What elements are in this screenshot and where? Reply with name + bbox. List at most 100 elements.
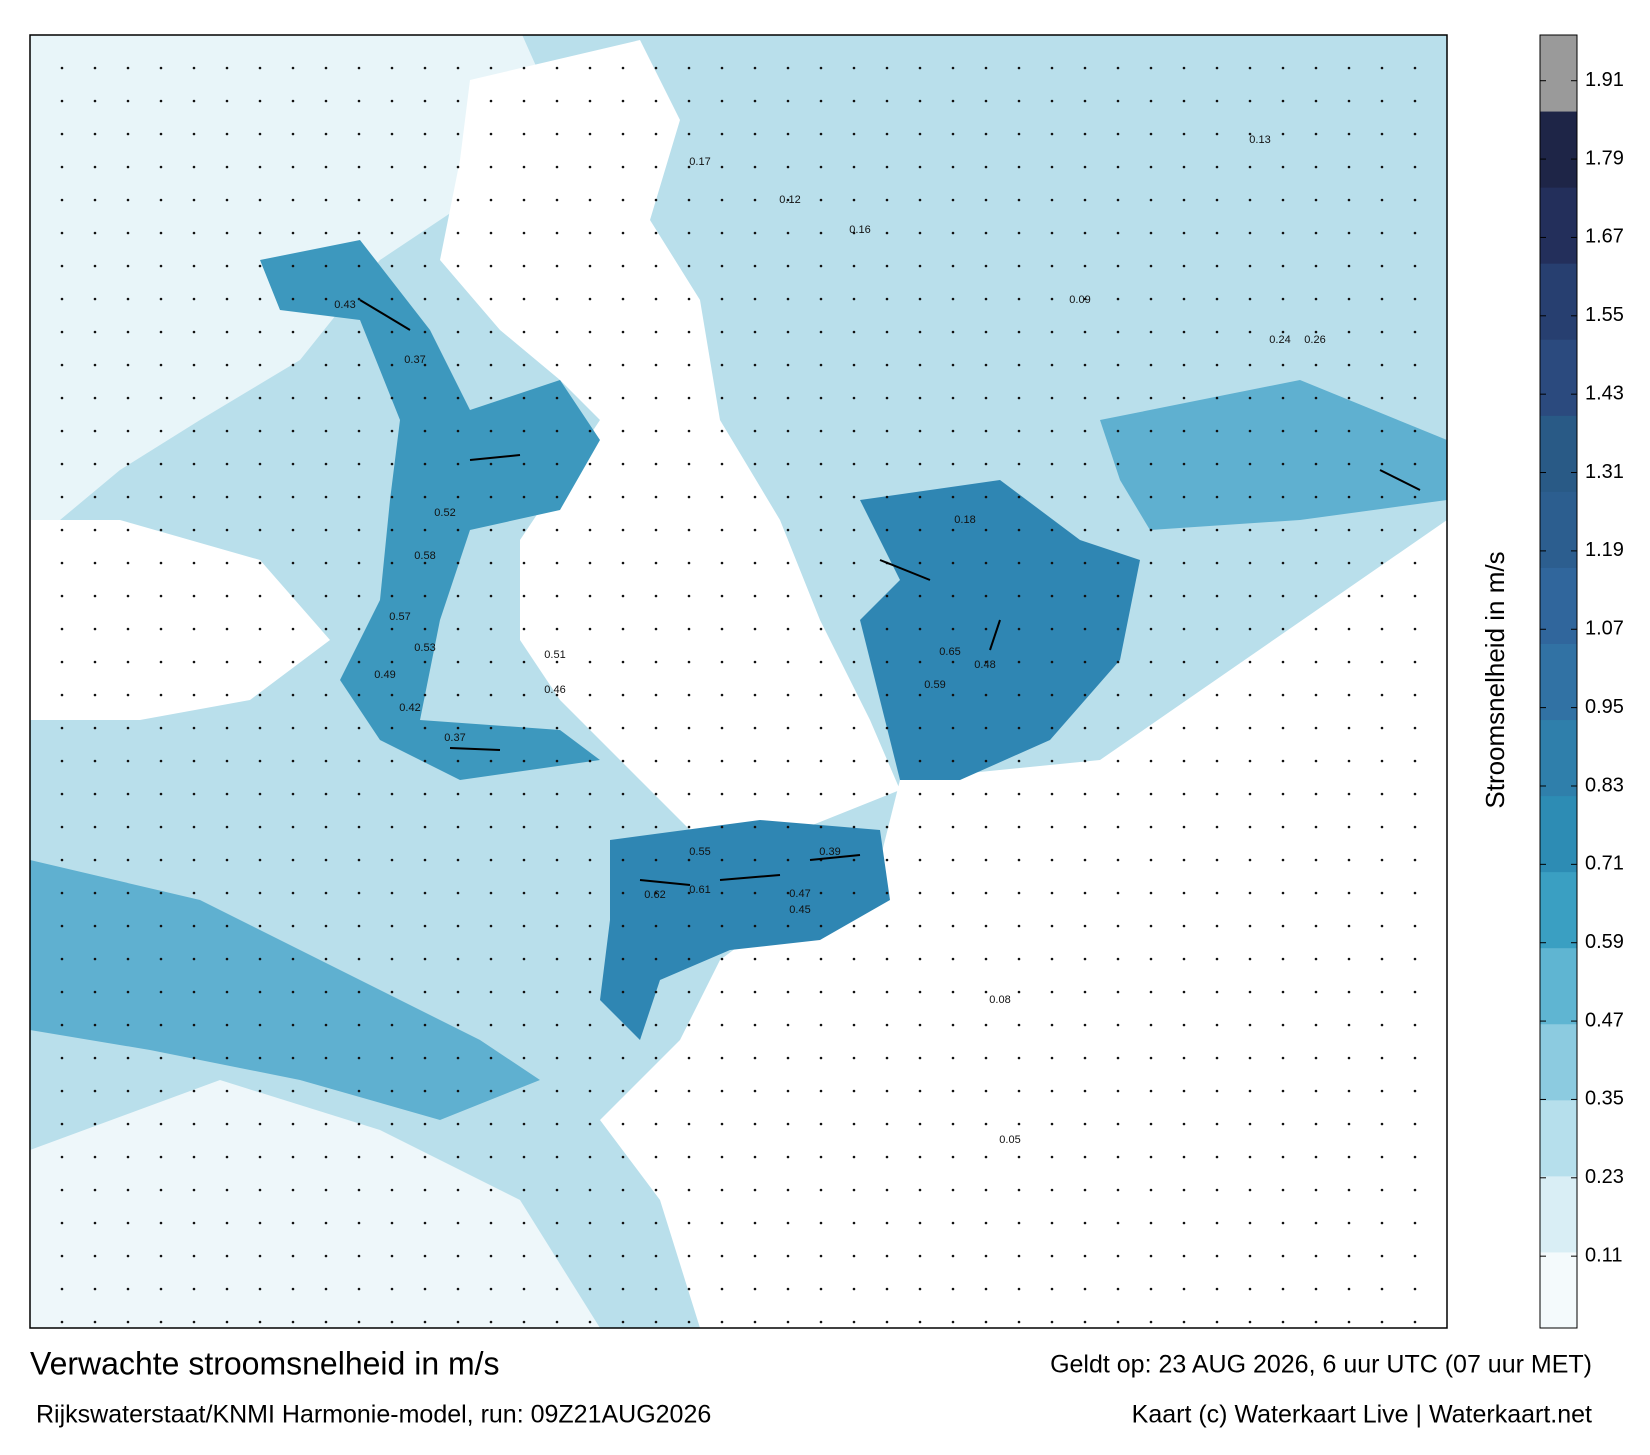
vector-dot: [654, 66, 658, 70]
vector-dot: [291, 693, 295, 697]
vector-dot: [1215, 726, 1219, 730]
vector-dot: [984, 660, 988, 664]
vector-dot: [1017, 1023, 1021, 1027]
vector-dot: [1248, 1254, 1252, 1258]
vector-dot: [1215, 66, 1219, 70]
vector-dot: [1017, 363, 1021, 367]
vector-dot: [93, 1056, 97, 1060]
vector-dot: [687, 429, 691, 433]
vector-dot: [1347, 1155, 1351, 1159]
vector-dot: [225, 165, 229, 169]
vector-dot: [588, 660, 592, 664]
vector-dot: [324, 528, 328, 532]
vector-dot: [456, 660, 460, 664]
vector-dot: [1281, 1221, 1285, 1225]
vector-dot: [258, 462, 262, 466]
vector-dot: [588, 1089, 592, 1093]
vector-dot: [1116, 1155, 1120, 1159]
vector-dot: [852, 297, 856, 301]
credit: Kaart (c) Waterkaart Live | Waterkaart.n…: [1132, 1401, 1592, 1429]
vector-dot: [1413, 660, 1417, 664]
vector-dot: [555, 1320, 559, 1324]
vector-dot: [225, 759, 229, 763]
vector-dot: [1050, 1155, 1054, 1159]
vector-dot: [1083, 1254, 1087, 1258]
vector-dot: [1182, 594, 1186, 598]
vector-dot: [621, 858, 625, 862]
vector-dot: [1347, 528, 1351, 532]
vector-dot: [786, 660, 790, 664]
vector-dot: [522, 429, 526, 433]
vector-dot: [1215, 264, 1219, 268]
vector-dot: [1017, 1320, 1021, 1324]
vector-dot: [357, 1221, 361, 1225]
vector-dot: [159, 1023, 163, 1027]
vector-dot: [786, 429, 790, 433]
vector-dot: [159, 825, 163, 829]
vector-dot: [1281, 792, 1285, 796]
vector-dot: [819, 759, 823, 763]
vector-dot: [324, 330, 328, 334]
vector-dot: [456, 594, 460, 598]
vector-dot: [456, 264, 460, 268]
vector-dot: [588, 66, 592, 70]
vector-dot: [852, 66, 856, 70]
vector-dot: [225, 231, 229, 235]
vector-dot: [885, 396, 889, 400]
vector-dot: [720, 297, 724, 301]
vector-dot: [885, 429, 889, 433]
vector-dot: [489, 363, 493, 367]
vector-dot: [588, 99, 592, 103]
vector-dot: [1347, 363, 1351, 367]
vector-dot: [291, 165, 295, 169]
vector-dot: [1215, 363, 1219, 367]
vector-dot: [687, 561, 691, 565]
channel: [600, 820, 890, 1040]
vector-dot: [687, 891, 691, 895]
vector-dot: [1083, 132, 1087, 136]
vector-dot: [126, 198, 130, 202]
vector-dot: [1413, 891, 1417, 895]
vector-dot: [588, 726, 592, 730]
vector-dot: [489, 231, 493, 235]
vector-dot: [522, 462, 526, 466]
vector-dot: [984, 594, 988, 598]
vector-dot: [621, 330, 625, 334]
vector-dot: [918, 1155, 922, 1159]
vector-dot: [324, 1188, 328, 1192]
vector-dot: [1248, 627, 1252, 631]
vector-dot: [786, 858, 790, 862]
vector-dot: [1347, 396, 1351, 400]
vector-dot: [1215, 462, 1219, 466]
vector-dot: [720, 198, 724, 202]
vector-dot: [819, 1023, 823, 1027]
vector-dot: [1281, 429, 1285, 433]
vector-dot: [258, 1122, 262, 1126]
vector-dot: [1050, 561, 1054, 565]
vector-dot: [918, 1188, 922, 1192]
vector-dot: [225, 330, 229, 334]
vector-dot: [1116, 1122, 1120, 1126]
vector-dot: [588, 1221, 592, 1225]
colorbar-tick-label: 1.67: [1585, 226, 1624, 248]
vector-dot: [1149, 990, 1153, 994]
vector-dot: [423, 594, 427, 598]
vector-dot: [951, 1056, 955, 1060]
vector-dot: [1017, 1122, 1021, 1126]
vector-dot: [60, 528, 64, 532]
vector-dot: [93, 726, 97, 730]
vector-dot: [192, 1056, 196, 1060]
vector-dot: [588, 297, 592, 301]
vector-dot: [93, 1089, 97, 1093]
vector-dot: [390, 1320, 394, 1324]
vector-dot: [885, 462, 889, 466]
vector-dot: [1116, 429, 1120, 433]
vector-dot: [951, 495, 955, 499]
vector-dot: [522, 858, 526, 862]
vector-dot: [852, 1023, 856, 1027]
vector-dot: [588, 1023, 592, 1027]
vector-dot: [1149, 1023, 1153, 1027]
vector-dot: [588, 693, 592, 697]
vector-dot: [522, 561, 526, 565]
vector-dot: [918, 1089, 922, 1093]
